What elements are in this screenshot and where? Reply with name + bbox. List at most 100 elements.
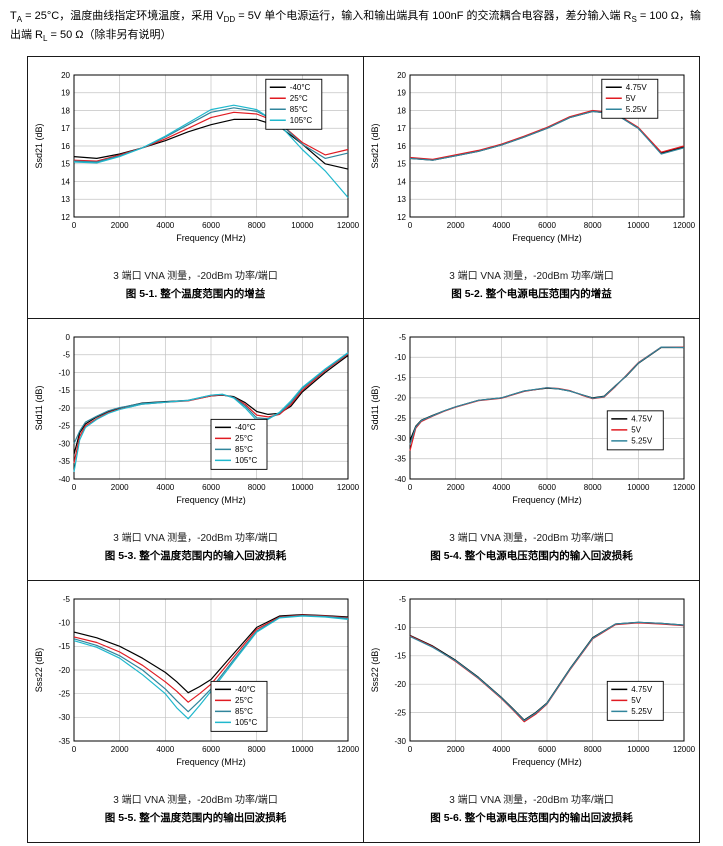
y-tick-label: -35 (394, 455, 406, 464)
y-tick-label: 18 (61, 106, 70, 115)
legend-label: 105°C (289, 116, 312, 125)
y-tick-label: 16 (397, 142, 406, 151)
x-tick-label: 0 (407, 221, 412, 230)
y-tick-label: -25 (58, 422, 70, 431)
plot-frame (409, 598, 684, 742)
x-axis-title: Frequency (MHz) (176, 757, 246, 767)
x-axis-title: Frequency (MHz) (176, 495, 246, 505)
y-tick-label: -40 (394, 475, 406, 484)
y-tick-label: -35 (58, 737, 70, 746)
series-line-5.25V (409, 621, 684, 722)
y-tick-label: 20 (61, 71, 70, 80)
header-text: = 25°C，温度曲线指定环境温度，采用 V (22, 10, 224, 22)
series-line-5V (409, 109, 684, 160)
x-tick-label: 6000 (538, 745, 556, 754)
y-tick-label: 17 (61, 124, 70, 133)
y-tick-label: -15 (58, 642, 70, 651)
figure-caption: 图 5-2. 整个电源电压范围内的增益 (451, 288, 612, 300)
y-tick-label: -30 (58, 713, 70, 722)
legend-label: 25°C (235, 434, 253, 443)
y-tick-label: 19 (397, 89, 406, 98)
series-line-25°C (73, 111, 348, 162)
x-tick-label: 6000 (202, 745, 220, 754)
x-tick-label: 4000 (156, 221, 174, 230)
y-tick-label: 12 (397, 213, 406, 222)
x-tick-label: 6000 (538, 221, 556, 230)
x-tick-label: 12000 (672, 483, 695, 492)
y-tick-label: -25 (394, 414, 406, 423)
x-tick-label: 4000 (492, 745, 510, 754)
legend-label: 5V (625, 94, 635, 103)
x-tick-label: 0 (71, 745, 76, 754)
y-tick-label: 12 (61, 213, 70, 222)
figures-grid: 0 2000 4000 6000 8000 10000 12000 12 13 14 15 16 17 1… (27, 56, 700, 843)
chart-output-return-loss-vs-supply: 0 2000 4000 6000 8000 10000 12000 -5 -10 -15 -20 -2… (370, 595, 696, 767)
y-tick-label: -35 (58, 457, 70, 466)
chart-gain-vs-temperature: 0 2000 4000 6000 8000 10000 12000 12 13 14 15 16 17 1… (34, 71, 360, 243)
header-text: T (10, 10, 17, 22)
y-axis-title: Sdd11 (dB) (370, 386, 380, 431)
series-line--40°C (73, 614, 348, 694)
y-tick-label: 14 (61, 177, 70, 186)
x-axis-title: Frequency (MHz) (176, 233, 246, 243)
figure-note: 3 端口 VNA 测量，-20dBm 功率/端口 (113, 795, 278, 806)
figure-note: 3 端口 VNA 测量，-20dBm 功率/端口 (113, 271, 278, 282)
x-axis-title: Frequency (MHz) (512, 233, 582, 243)
x-tick-label: 10000 (627, 745, 650, 754)
figure-note: 3 端口 VNA 测量，-20dBm 功率/端口 (449, 795, 614, 806)
y-tick-label: -15 (394, 373, 406, 382)
legend-label: 4.75V (631, 415, 653, 424)
x-tick-label: 2000 (110, 745, 128, 754)
figure-caption: 图 5-5. 整个温度范围内的输出回波损耗 (104, 812, 287, 824)
x-tick-label: 12000 (336, 221, 359, 230)
y-tick-label: 18 (397, 106, 406, 115)
x-tick-label: 8000 (583, 221, 601, 230)
x-tick-label: 0 (407, 745, 412, 754)
x-tick-label: 10000 (291, 483, 314, 492)
x-tick-label: 0 (71, 483, 76, 492)
figure-cell-5-1: 0 2000 4000 6000 8000 10000 12000 12 13 14 15 16 17 1… (28, 57, 364, 319)
x-tick-label: 10000 (291, 745, 314, 754)
y-tick-label: -5 (398, 333, 406, 342)
header-subscript: DD (223, 15, 236, 25)
x-tick-label: 2000 (446, 221, 464, 230)
chart-input-return-loss-vs-temperature: 0 2000 4000 6000 8000 10000 12000 0 -5 -10 -15 -20 -… (34, 333, 360, 505)
x-tick-label: 12000 (672, 745, 695, 754)
x-tick-label: 2000 (110, 221, 128, 230)
y-tick-label: 20 (397, 71, 406, 80)
y-tick-label: -30 (394, 434, 406, 443)
series-line-85°C (73, 107, 348, 163)
plot-frame (73, 598, 348, 742)
x-tick-label: 0 (71, 221, 76, 230)
legend-label: 25°C (235, 696, 253, 705)
figure-caption: 图 5-1. 整个温度范围内的增益 (125, 288, 266, 300)
figure-caption: 图 5-4. 整个电源电压范围内的输入回波损耗 (430, 550, 633, 562)
x-tick-label: 12000 (336, 483, 359, 492)
y-tick-label: 14 (397, 177, 406, 186)
figure-cell-5-5: 0 2000 4000 6000 8000 10000 12000 -5 -10 -15 -20 -2… (28, 581, 364, 843)
x-axis-title: Frequency (MHz) (512, 495, 582, 505)
legend-label: 105°C (235, 456, 258, 465)
figure-cell-5-4: 0 2000 4000 6000 8000 10000 12000 -5 -10 -15 -20 -2… (364, 319, 700, 581)
x-tick-label: 6000 (202, 483, 220, 492)
y-axis-title: Sss22 (dB) (34, 648, 44, 693)
y-tick-label: 13 (61, 195, 70, 204)
y-tick-label: -20 (58, 404, 70, 413)
y-tick-label: 15 (397, 160, 406, 169)
figure-note: 3 端口 VNA 测量，-20dBm 功率/端口 (449, 271, 614, 282)
header-text: = 100 Ω，输出端 R (10, 10, 702, 41)
figure-note: 3 端口 VNA 测量，-20dBm 功率/端口 (449, 533, 614, 544)
y-tick-label: 0 (65, 333, 70, 342)
header-subscript: A (16, 15, 23, 25)
figure-cell-5-2: 0 2000 4000 6000 8000 10000 12000 12 13 14 15 16 17 1… (364, 57, 700, 319)
y-tick-label: -5 (62, 351, 70, 360)
x-tick-label: 4000 (492, 483, 510, 492)
figure-caption: 图 5-3. 整个温度范围内的输入回波损耗 (104, 550, 287, 562)
x-tick-label: 8000 (583, 483, 601, 492)
x-axis-title: Frequency (MHz) (512, 757, 582, 767)
y-tick-label: -30 (58, 439, 70, 448)
x-tick-label: 8000 (247, 483, 265, 492)
y-tick-label: -20 (394, 680, 406, 689)
page-header: TA = 25°C，温度曲线指定环境温度，采用 VDD = 5V 单个电源运行，… (10, 8, 707, 45)
